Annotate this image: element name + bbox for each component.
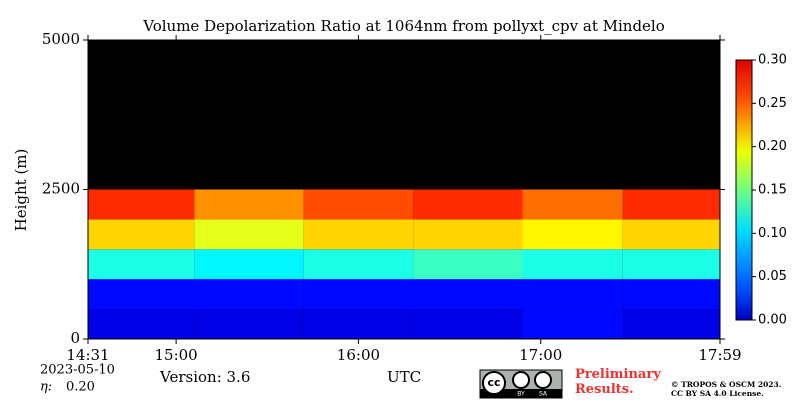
- heatmap-cell: [88, 279, 195, 310]
- heatmap-cell: [622, 249, 720, 280]
- heatmap-cell: [88, 219, 195, 250]
- heatmap-cell: [194, 189, 304, 220]
- x-tick-label: 17:00: [519, 346, 562, 364]
- heatmap-cell: [194, 279, 304, 310]
- license-badge: cc BY SA: [479, 369, 563, 399]
- x-tick-label: 15:00: [154, 346, 197, 364]
- x-tick-label: 17:59: [698, 346, 741, 364]
- heatmap-cell: [88, 249, 195, 280]
- colorbar-tick-label: 0.10: [758, 226, 787, 241]
- colorbar-tick-label: 0.05: [758, 269, 787, 284]
- notice-box: Preliminary Results.: [575, 367, 661, 397]
- x-tick-label: 14:31: [66, 346, 109, 364]
- heatmap-cell: [413, 219, 523, 250]
- copyright: © TROPOS & OSCM 2023.: [671, 380, 781, 389]
- heatmap-cell: [194, 219, 304, 250]
- y-axis-label: Height (m): [12, 149, 30, 232]
- notice: Preliminary Results.: [575, 367, 661, 397]
- colorbar-tick-label: 0.00: [758, 313, 787, 328]
- heatmap-cell: [303, 189, 414, 220]
- heatmap-cell: [622, 309, 720, 339]
- heatmap-cell: [413, 189, 523, 220]
- date: 2023-05-10: [40, 363, 115, 378]
- heatmap-cell: [303, 219, 414, 250]
- x-tick-label: 16:00: [337, 346, 380, 364]
- heatmap-cell: [622, 189, 720, 220]
- heatmap-cell: [88, 189, 195, 220]
- x-axis-label: UTC: [387, 368, 421, 386]
- version: Version: 3.6: [159, 368, 250, 386]
- heatmap-cell: [413, 249, 523, 280]
- heatmap-cell: [194, 309, 304, 339]
- heatmap-cell: [622, 279, 720, 310]
- colorbar-tick-label: 0.25: [758, 96, 787, 111]
- badge-sa: SA: [539, 391, 548, 398]
- heatmap-cell: [413, 309, 523, 339]
- y-tick-label: 0: [70, 329, 80, 347]
- license: CC BY SA 4.0 License.: [671, 389, 764, 398]
- colorbar-tick-label: 0.30: [758, 53, 787, 68]
- eta-label: η:: [40, 380, 52, 395]
- heatmap-cell: [522, 189, 623, 220]
- heatmap-cell: [522, 279, 623, 310]
- heatmap-cell: [303, 279, 414, 310]
- heatmap-cell: [303, 249, 414, 280]
- heatmap-cell: [522, 219, 623, 250]
- heatmap-cell: [413, 279, 523, 310]
- eta-value: 0.20: [66, 380, 95, 395]
- heatmap-cell: [303, 309, 414, 339]
- heatmap-cell: [194, 249, 304, 280]
- heatmap-cell: [522, 249, 623, 280]
- colorbar: [735, 59, 753, 321]
- heatmap-cell: [522, 309, 623, 339]
- heatmap-cell: [88, 309, 195, 339]
- badge-by: BY: [517, 391, 525, 398]
- badge-cc: cc: [487, 376, 500, 389]
- colorbar-tick-label: 0.20: [758, 139, 787, 154]
- y-tick-label: 5000: [42, 30, 80, 48]
- heatmap-cell: [622, 219, 720, 250]
- chart-title: Volume Depolarization Ratio at 1064nm fr…: [142, 17, 665, 35]
- y-tick-label: 2500: [42, 180, 80, 198]
- colorbar-tick-label: 0.15: [758, 183, 787, 198]
